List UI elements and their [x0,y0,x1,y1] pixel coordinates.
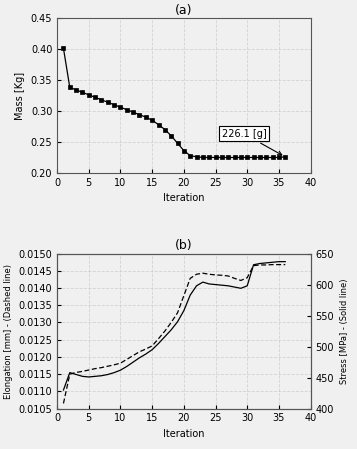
Y-axis label: Stress [MPa] - (Solid line): Stress [MPa] - (Solid line) [340,278,349,384]
Text: 226.1 [g]: 226.1 [g] [222,129,282,155]
Title: (b): (b) [175,239,193,252]
Y-axis label: Mass [Kg]: Mass [Kg] [15,71,25,119]
X-axis label: Iteration: Iteration [163,429,205,439]
X-axis label: Iteration: Iteration [163,194,205,203]
Title: (a): (a) [175,4,193,17]
Y-axis label: Elongation [mm] - (Dashed line): Elongation [mm] - (Dashed line) [4,264,13,399]
